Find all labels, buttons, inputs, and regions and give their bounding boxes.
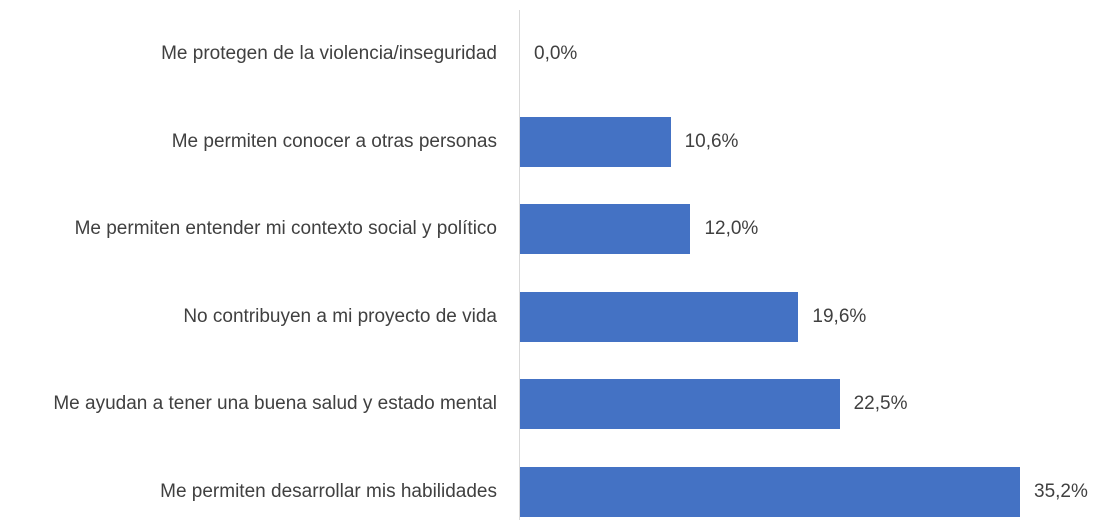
category-text: Me permiten entender mi contexto social …	[74, 218, 497, 240]
category-text: No contribuyen a mi proyecto de vida	[183, 305, 497, 327]
category-label: Me permiten desarrollar mis habilidades	[7, 479, 497, 505]
value-label: 35,2%	[1034, 481, 1088, 502]
value-label: 10,6%	[684, 130, 739, 152]
bar	[520, 204, 691, 255]
axis-line	[519, 10, 520, 520]
value-label: 0,0%	[534, 43, 578, 64]
bar	[520, 379, 840, 430]
category-label: Me ayudan a tener una buena salud y esta…	[7, 391, 497, 417]
value-label: 19,6%	[812, 305, 867, 327]
value-label: 12,0%	[704, 218, 759, 240]
category-text: Me permiten conocer a otras personas	[171, 130, 497, 152]
category-text: Me permiten desarrollar mis habilidades	[160, 481, 497, 502]
category-label: No contribuyen a mi proyecto de vida	[7, 304, 497, 330]
bar	[520, 467, 1020, 517]
value-label: 22,5%	[853, 393, 908, 415]
category-label: Me protegen de la violencia/inseguridad	[7, 41, 497, 67]
category-text: Me ayudan a tener una buena salud y esta…	[53, 393, 497, 415]
category-text: Me protegen de la violencia/inseguridad	[161, 43, 497, 64]
bar	[520, 116, 671, 167]
category-label: Me permiten conocer a otras personas	[7, 129, 497, 155]
category-label: Me permiten entender mi contexto social …	[7, 216, 497, 242]
bar	[520, 291, 799, 342]
